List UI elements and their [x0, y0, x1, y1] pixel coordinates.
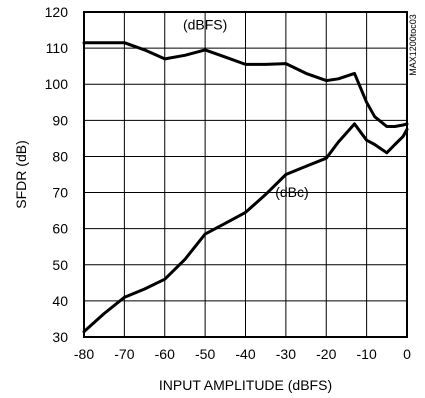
series-line-dbfs: [82, 41, 409, 128]
y-tick-label: 60: [52, 221, 68, 237]
y-tick-label: 70: [52, 185, 68, 201]
y-tick-label: 40: [52, 293, 68, 309]
y-tick-label: 80: [52, 148, 68, 164]
x-tick-label: -50: [195, 346, 215, 362]
figure-code-note: MAX1200toc03: [408, 14, 418, 76]
series-annotation: (dBc): [275, 184, 308, 200]
x-tick-label: -30: [276, 346, 296, 362]
x-tick-label: -40: [235, 346, 255, 362]
y-tick-label: 120: [45, 4, 69, 20]
x-tick-label: -80: [74, 346, 94, 362]
y-axis-title: SFDR (dB): [13, 140, 29, 208]
plot-frame: [83, 11, 408, 338]
grid-layer: [84, 12, 407, 337]
x-tick-label: -20: [316, 346, 336, 362]
y-tick-label: 30: [52, 329, 68, 345]
x-tick-label: -70: [114, 346, 134, 362]
y-tick-label: 90: [52, 112, 68, 128]
x-tick-label: -10: [357, 346, 377, 362]
series-line-dbc: [82, 122, 409, 334]
x-axis-title: INPUT AMPLITUDE (dBFS): [159, 377, 332, 393]
y-tick-labels: 30 40 50 60 70 80 90 100 110 120: [45, 4, 69, 345]
x-tick-label: -60: [155, 346, 175, 362]
y-tick-label: 100: [45, 76, 69, 92]
x-tick-labels: -80 -70 -60 -50 -40 -30 -20 -10 0: [74, 346, 411, 362]
annotations: (dBFS) (dBc): [183, 16, 309, 200]
x-tick-label: 0: [403, 346, 411, 362]
series-layer: [82, 41, 409, 334]
y-tick-label: 110: [46, 40, 69, 56]
y-tick-label: 50: [52, 257, 68, 273]
series-annotation: (dBFS): [183, 16, 227, 32]
